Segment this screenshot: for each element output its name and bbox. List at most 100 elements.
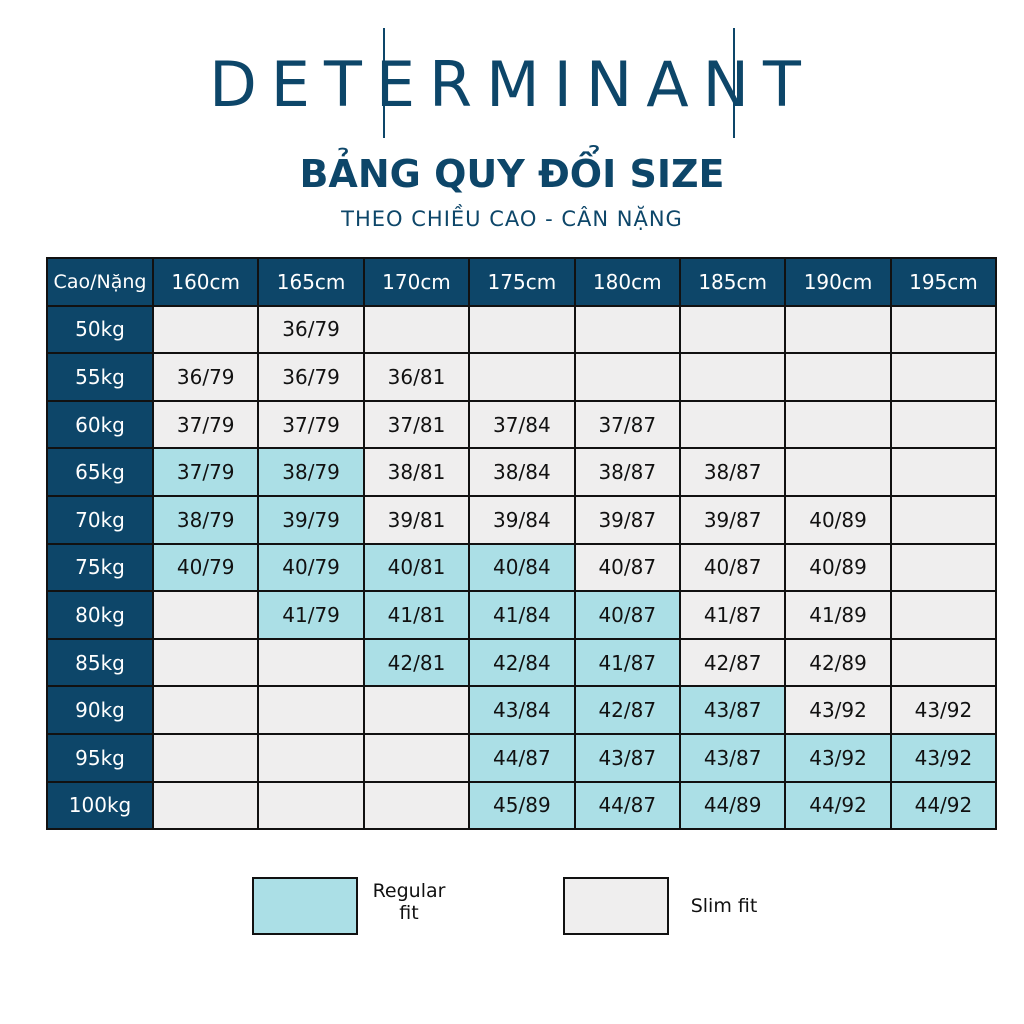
header-cell: 185cm: [678, 257, 787, 307]
size-cell: 37/87: [573, 399, 681, 450]
size-cell: 37/79: [151, 447, 260, 497]
size-cell: 43/87: [573, 732, 681, 783]
size-cell: [468, 352, 576, 402]
table-row: 75kg 40/79 40/79 40/81 40/84 40/87 40/87 40/89: [46, 542, 998, 593]
size-cell: 38/79: [257, 447, 365, 497]
subtitle: THEO CHIỀU CAO - CÂN NẶNG: [341, 207, 683, 231]
size-cell: 42/87: [678, 637, 787, 688]
size-cell: [889, 494, 998, 545]
size-cell: 41/87: [573, 637, 681, 688]
size-cell: 38/81: [362, 447, 471, 497]
header-cell: 165cm: [257, 257, 365, 307]
size-cell: [573, 304, 681, 355]
size-cell: 41/84: [468, 590, 576, 640]
size-cell: [889, 399, 998, 450]
size-cell: [784, 304, 892, 355]
size-cell: [151, 732, 260, 783]
size-cell: 37/84: [468, 399, 576, 450]
size-cell: 43/92: [889, 732, 998, 783]
size-cell: 44/92: [784, 780, 892, 831]
size-cell: [257, 685, 365, 735]
size-cell: 36/79: [257, 304, 365, 355]
size-cell: 37/79: [257, 399, 365, 450]
row-label: 95kg: [46, 732, 154, 783]
size-cell: 43/84: [468, 685, 576, 735]
size-cell: 44/87: [573, 780, 681, 831]
legend-label: Slim fit: [690, 895, 758, 917]
row-label: 90kg: [46, 685, 154, 735]
size-cell: 42/87: [573, 685, 681, 735]
row-label: 50kg: [46, 304, 154, 355]
table-row: 70kg 38/79 39/79 39/81 39/84 39/87 39/87 40/89: [46, 494, 998, 545]
size-cell: [362, 685, 471, 735]
size-cell: 41/87: [678, 590, 787, 640]
logo-line: [733, 28, 735, 138]
size-cell: 45/89: [468, 780, 576, 831]
size-cell: [362, 780, 471, 831]
logo-line: [383, 28, 385, 138]
header-cell: 160cm: [151, 257, 260, 307]
header-cell: 195cm: [889, 257, 998, 307]
row-label: 100kg: [46, 780, 154, 831]
size-cell: 40/81: [362, 542, 471, 593]
size-table: Cao/Nặng 160cm 165cm 170cm 175cm 180cm 185cm 19…: [46, 257, 998, 831]
size-cell: [889, 590, 998, 640]
row-label: 65kg: [46, 447, 154, 497]
size-cell: [889, 304, 998, 355]
size-cell: 37/79: [151, 399, 260, 450]
size-cell: [678, 352, 787, 402]
size-cell: 42/81: [362, 637, 471, 688]
table-row: 60kg 37/79 37/79 37/81 37/84 37/87: [46, 399, 998, 450]
size-cell: [257, 637, 365, 688]
size-cell: [573, 352, 681, 402]
table-row: 90kg 43/84 42/87 43/87 43/92 43/92: [46, 685, 998, 735]
row-label: 75kg: [46, 542, 154, 593]
size-cell: 39/87: [678, 494, 787, 545]
header-cell: 190cm: [784, 257, 892, 307]
size-cell: 40/79: [151, 542, 260, 593]
size-cell: 43/87: [678, 732, 787, 783]
size-cell: 36/81: [362, 352, 471, 402]
legend-swatch: [563, 877, 669, 935]
size-cell: [362, 732, 471, 783]
header-cell: 180cm: [573, 257, 681, 307]
title: BẢNG QUY ĐỔI SIZE: [299, 152, 725, 196]
size-cell: 42/84: [468, 637, 576, 688]
header-row: Cao/Nặng 160cm 165cm 170cm 175cm 180cm 185cm 19…: [46, 257, 998, 307]
row-label: 80kg: [46, 590, 154, 640]
size-cell: [151, 637, 260, 688]
size-cell: 38/87: [678, 447, 787, 497]
size-cell: [784, 352, 892, 402]
size-cell: 41/89: [784, 590, 892, 640]
row-label: 70kg: [46, 494, 154, 545]
row-label: 85kg: [46, 637, 154, 688]
header-cell: 170cm: [362, 257, 471, 307]
size-cell: 43/92: [784, 732, 892, 783]
table-row: 85kg 42/81 42/84 41/87 42/87 42/89: [46, 637, 998, 688]
size-cell: 43/92: [889, 685, 998, 735]
size-cell: 37/81: [362, 399, 471, 450]
size-cell: [889, 637, 998, 688]
size-cell: [678, 399, 787, 450]
legend-label: Regular fit: [372, 880, 446, 924]
size-cell: 39/79: [257, 494, 365, 545]
size-cell: 38/84: [468, 447, 576, 497]
size-cell: 38/79: [151, 494, 260, 545]
size-cell: 36/79: [151, 352, 260, 402]
size-cell: 40/87: [678, 542, 787, 593]
header-cell: 175cm: [468, 257, 576, 307]
size-cell: [362, 304, 471, 355]
size-cell: 41/81: [362, 590, 471, 640]
size-cell: [889, 352, 998, 402]
size-cell: 41/79: [257, 590, 365, 640]
row-label: 60kg: [46, 399, 154, 450]
size-cell: 44/89: [678, 780, 787, 831]
size-cell: [784, 399, 892, 450]
size-cell: 36/79: [257, 352, 365, 402]
size-cell: 44/92: [889, 780, 998, 831]
size-cell: [889, 542, 998, 593]
size-cell: 38/87: [573, 447, 681, 497]
size-cell: 43/87: [678, 685, 787, 735]
size-cell: 43/92: [784, 685, 892, 735]
